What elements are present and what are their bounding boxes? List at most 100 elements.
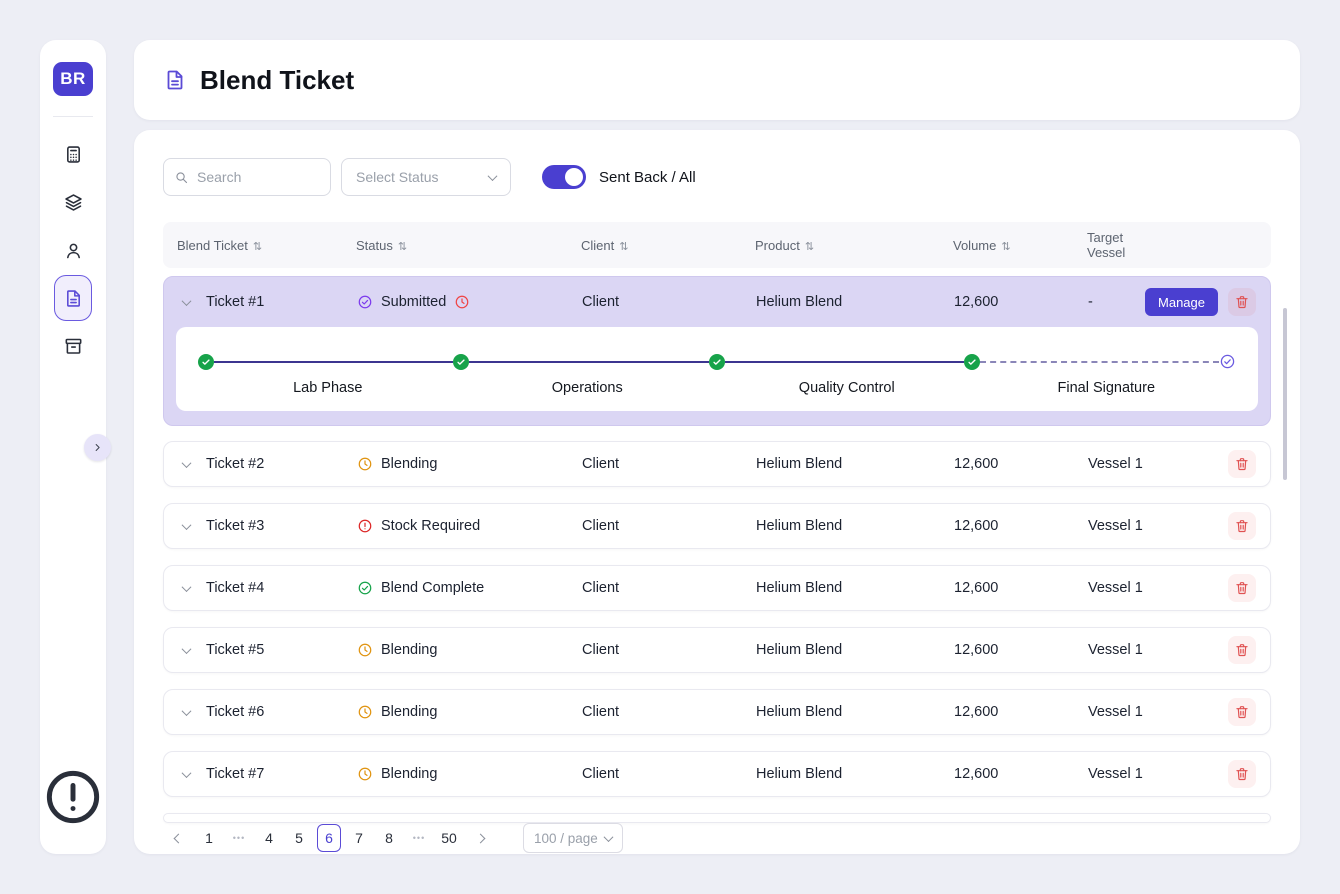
pagination-page-1[interactable]: 1: [197, 824, 221, 852]
app-logo[interactable]: BR: [53, 62, 93, 96]
volume-cell: 12,600: [954, 518, 999, 534]
status-select[interactable]: Select Status: [341, 158, 511, 196]
vessel-cell: Vessel 1: [1088, 642, 1143, 658]
step-complete-icon: [708, 353, 725, 370]
stepper-segment: [724, 360, 964, 363]
step-complete-icon: [453, 353, 470, 370]
sidebar-divider: [53, 116, 93, 117]
volume-cell: 12,600: [954, 294, 999, 310]
manage-button[interactable]: Manage: [1145, 288, 1218, 316]
product-cell: Helium Blend: [756, 766, 843, 782]
delete-button[interactable]: [1228, 698, 1256, 726]
sort-icon[interactable]: [805, 238, 814, 253]
file-text-icon: [63, 288, 84, 309]
expand-row-button[interactable]: [178, 642, 194, 658]
sidebar-info-button[interactable]: [40, 764, 106, 830]
vessel-cell: Vessel 1: [1088, 704, 1143, 720]
table-row[interactable]: Ticket #3 Stock Required Client Helium B…: [163, 503, 1271, 549]
status-label: Blending: [381, 456, 438, 472]
ticket-label: Ticket #2: [206, 456, 265, 472]
vessel-cell: Vessel 1: [1088, 766, 1143, 782]
vessel-cell: -: [1088, 294, 1093, 310]
delete-button[interactable]: [1228, 512, 1256, 540]
chevron-right-icon: [91, 441, 104, 454]
ticket-label: Ticket #6: [206, 704, 265, 720]
pagination-page-7[interactable]: 7: [347, 824, 371, 852]
table-row[interactable]: Ticket #6 Blending Client Helium Blend 1…: [163, 689, 1271, 735]
delete-button[interactable]: [1228, 760, 1256, 788]
stepper-track: [198, 353, 1236, 370]
ticket-label: Ticket #3: [206, 518, 265, 534]
volume-cell: 12,600: [954, 642, 999, 658]
status-submitted-icon: [357, 294, 373, 310]
step-label: Operations: [551, 380, 623, 396]
status-label: Blending: [381, 766, 438, 782]
stepper-segment-pending: [979, 360, 1219, 363]
expand-row-button[interactable]: [178, 704, 194, 720]
vertical-scrollbar[interactable]: [1283, 308, 1287, 480]
expand-row-button[interactable]: [178, 518, 194, 534]
expand-row-button[interactable]: [178, 766, 194, 782]
expand-row-button[interactable]: [178, 580, 194, 596]
client-cell: Client: [582, 766, 620, 782]
search-box: [163, 158, 331, 196]
table-row-expanded[interactable]: Ticket #1 Submitted Client Helium Blend …: [163, 276, 1271, 426]
pagination-prev-button[interactable]: [167, 824, 189, 852]
column-header-product[interactable]: Product: [755, 238, 953, 253]
sidebar-item-user[interactable]: [54, 227, 92, 273]
sort-icon[interactable]: [398, 238, 407, 253]
table-row[interactable]: Ticket #7 Blending Client Helium Blend 1…: [163, 751, 1271, 797]
pagination: 1 ••• 4 5 6 7 8 ••• 50 100 / page: [163, 823, 1271, 853]
sort-icon[interactable]: [1001, 238, 1010, 253]
delete-button[interactable]: [1228, 574, 1256, 602]
page-size-select[interactable]: 100 / page: [523, 823, 623, 853]
chevron-down-icon: [603, 831, 614, 842]
trash-icon: [1234, 580, 1250, 596]
delete-button[interactable]: [1228, 288, 1256, 316]
timer-clock-icon: [454, 294, 470, 310]
chevron-down-icon: [181, 767, 191, 778]
product-cell: Helium Blend: [756, 518, 843, 534]
sort-icon[interactable]: [619, 238, 628, 253]
chevron-down-icon: [181, 581, 191, 592]
sidebar-item-vessel-archive[interactable]: [54, 323, 92, 369]
table-row[interactable]: Ticket #5 Blending Client Helium Blend 1…: [163, 627, 1271, 673]
sidebar-expand-button[interactable]: [84, 434, 111, 461]
sidebar-item-blend-ticket[interactable]: [54, 275, 92, 321]
chevron-left-icon: [173, 833, 183, 843]
sidebar-item-calculator[interactable]: [54, 131, 92, 177]
sidebar-item-layers[interactable]: [54, 179, 92, 225]
table-row[interactable]: Ticket #2 Blending Client Helium Blend 1…: [163, 441, 1271, 487]
table-header: Blend Ticket Status Client Product Volum…: [163, 222, 1271, 268]
status-label: Blending: [381, 642, 438, 658]
search-input[interactable]: [197, 169, 320, 185]
column-header-status[interactable]: Status: [356, 238, 581, 253]
client-cell: Client: [582, 704, 620, 720]
table-row[interactable]: Ticket #4 Blend Complete Client Helium B…: [163, 565, 1271, 611]
column-header-volume[interactable]: Volume: [953, 238, 1087, 253]
expand-row-button[interactable]: [178, 456, 194, 472]
step-complete-icon: [963, 353, 980, 370]
page-size-value: 100 / page: [534, 830, 598, 846]
collapse-row-button[interactable]: [178, 294, 194, 310]
pagination-page-4[interactable]: 4: [257, 824, 281, 852]
vessel-cell: Vessel 1: [1088, 518, 1143, 534]
sort-icon[interactable]: [253, 238, 262, 253]
column-header-blend-ticket[interactable]: Blend Ticket: [177, 238, 356, 253]
calculator-icon: [63, 144, 84, 165]
pagination-page-50[interactable]: 50: [437, 824, 461, 852]
chevron-down-icon: [181, 519, 191, 530]
pagination-page-8[interactable]: 8: [377, 824, 401, 852]
trash-icon: [1234, 294, 1250, 310]
pagination-pages: 1 ••• 4 5 6 7 8 ••• 50: [197, 824, 461, 852]
stepper-segment: [469, 360, 709, 363]
pagination-page-6[interactable]: 6: [317, 824, 341, 852]
delete-button[interactable]: [1228, 450, 1256, 478]
pagination-next-button[interactable]: [469, 824, 491, 852]
delete-button[interactable]: [1228, 636, 1256, 664]
toggle-label: Sent Back / All: [599, 168, 696, 186]
chevron-down-icon: [181, 295, 191, 306]
sent-back-toggle[interactable]: [542, 165, 586, 189]
pagination-page-5[interactable]: 5: [287, 824, 311, 852]
column-header-client[interactable]: Client: [581, 238, 755, 253]
